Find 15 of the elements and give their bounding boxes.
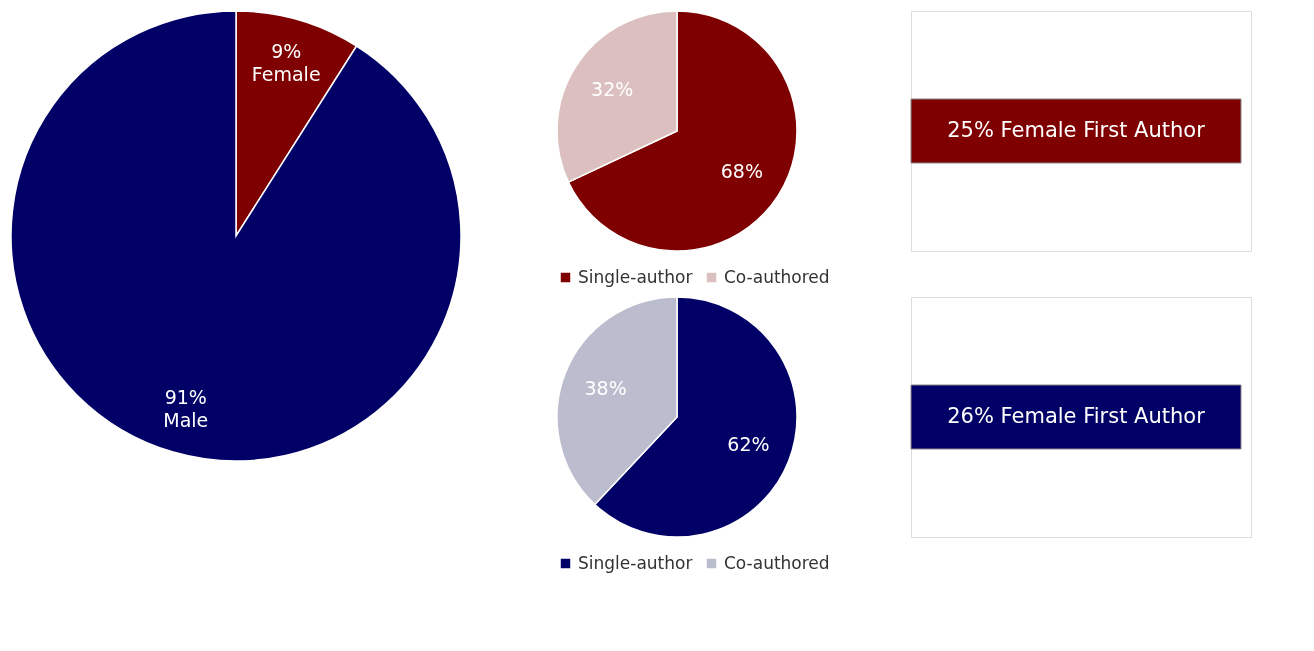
- slice-label: Male: [163, 408, 209, 431]
- text: 25% Female First Author: [947, 118, 1206, 142]
- legend-label: Co-authored: [724, 266, 830, 287]
- data-label: 68%: [720, 160, 763, 183]
- data-label: 32%: [591, 77, 634, 100]
- pie-slice: [10, 10, 462, 462]
- text: 26% Female First Author: [947, 404, 1206, 428]
- data-label: 62%: [727, 433, 770, 456]
- legend-label: Single-author: [578, 552, 693, 573]
- legend-label: Co-authored: [724, 552, 830, 573]
- slice-label: Female: [251, 63, 321, 86]
- data-label: 9%: [271, 40, 302, 63]
- data-label: 91%: [164, 385, 207, 408]
- legend-label: Single-author: [578, 266, 693, 287]
- data-label: 38%: [584, 376, 627, 399]
